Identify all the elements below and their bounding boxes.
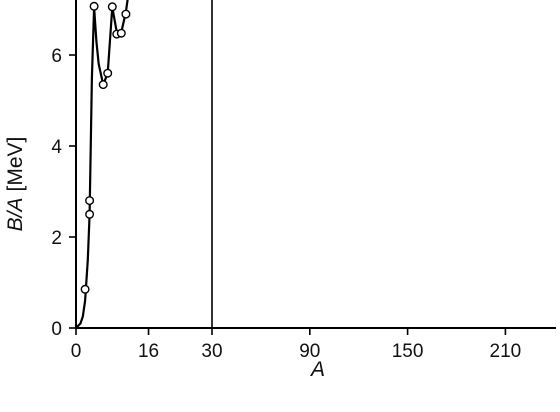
- x-axis-title: A: [309, 358, 325, 381]
- y-ticks: 02468: [51, 46, 76, 340]
- data-point: [121, 9, 131, 19]
- x-tick-label: 16: [138, 341, 159, 362]
- y-tick-label: 0: [51, 319, 62, 340]
- y-tick-label: 2: [51, 228, 62, 249]
- data-points: [80, 1, 131, 294]
- x-tick-label: 150: [392, 341, 424, 362]
- y-axis-unit: [MeV]: [4, 137, 27, 192]
- y-tick-label: 6: [51, 46, 62, 67]
- data-point: [85, 196, 95, 206]
- data-point: [103, 68, 113, 78]
- x-ticks: 0 16 30 90 150 210: [71, 328, 522, 362]
- x-tick-label: 210: [490, 341, 522, 362]
- y-axis-variable: B/A: [4, 198, 27, 232]
- x-tick-label: 0: [71, 341, 82, 362]
- data-point: [80, 284, 90, 294]
- data-point: [89, 1, 99, 11]
- axis-frame: [75, 0, 556, 329]
- y-axis-title: B/A [MeV]: [4, 137, 27, 232]
- data-point: [107, 2, 117, 12]
- data-point: [98, 80, 108, 90]
- x-tick-label: 90: [299, 341, 320, 362]
- data-point: [116, 28, 126, 38]
- data-point: [85, 209, 95, 219]
- fit-curve: [75, 0, 129, 329]
- y-tick-label: 4: [51, 137, 62, 158]
- x-tick-label: 30: [201, 341, 222, 362]
